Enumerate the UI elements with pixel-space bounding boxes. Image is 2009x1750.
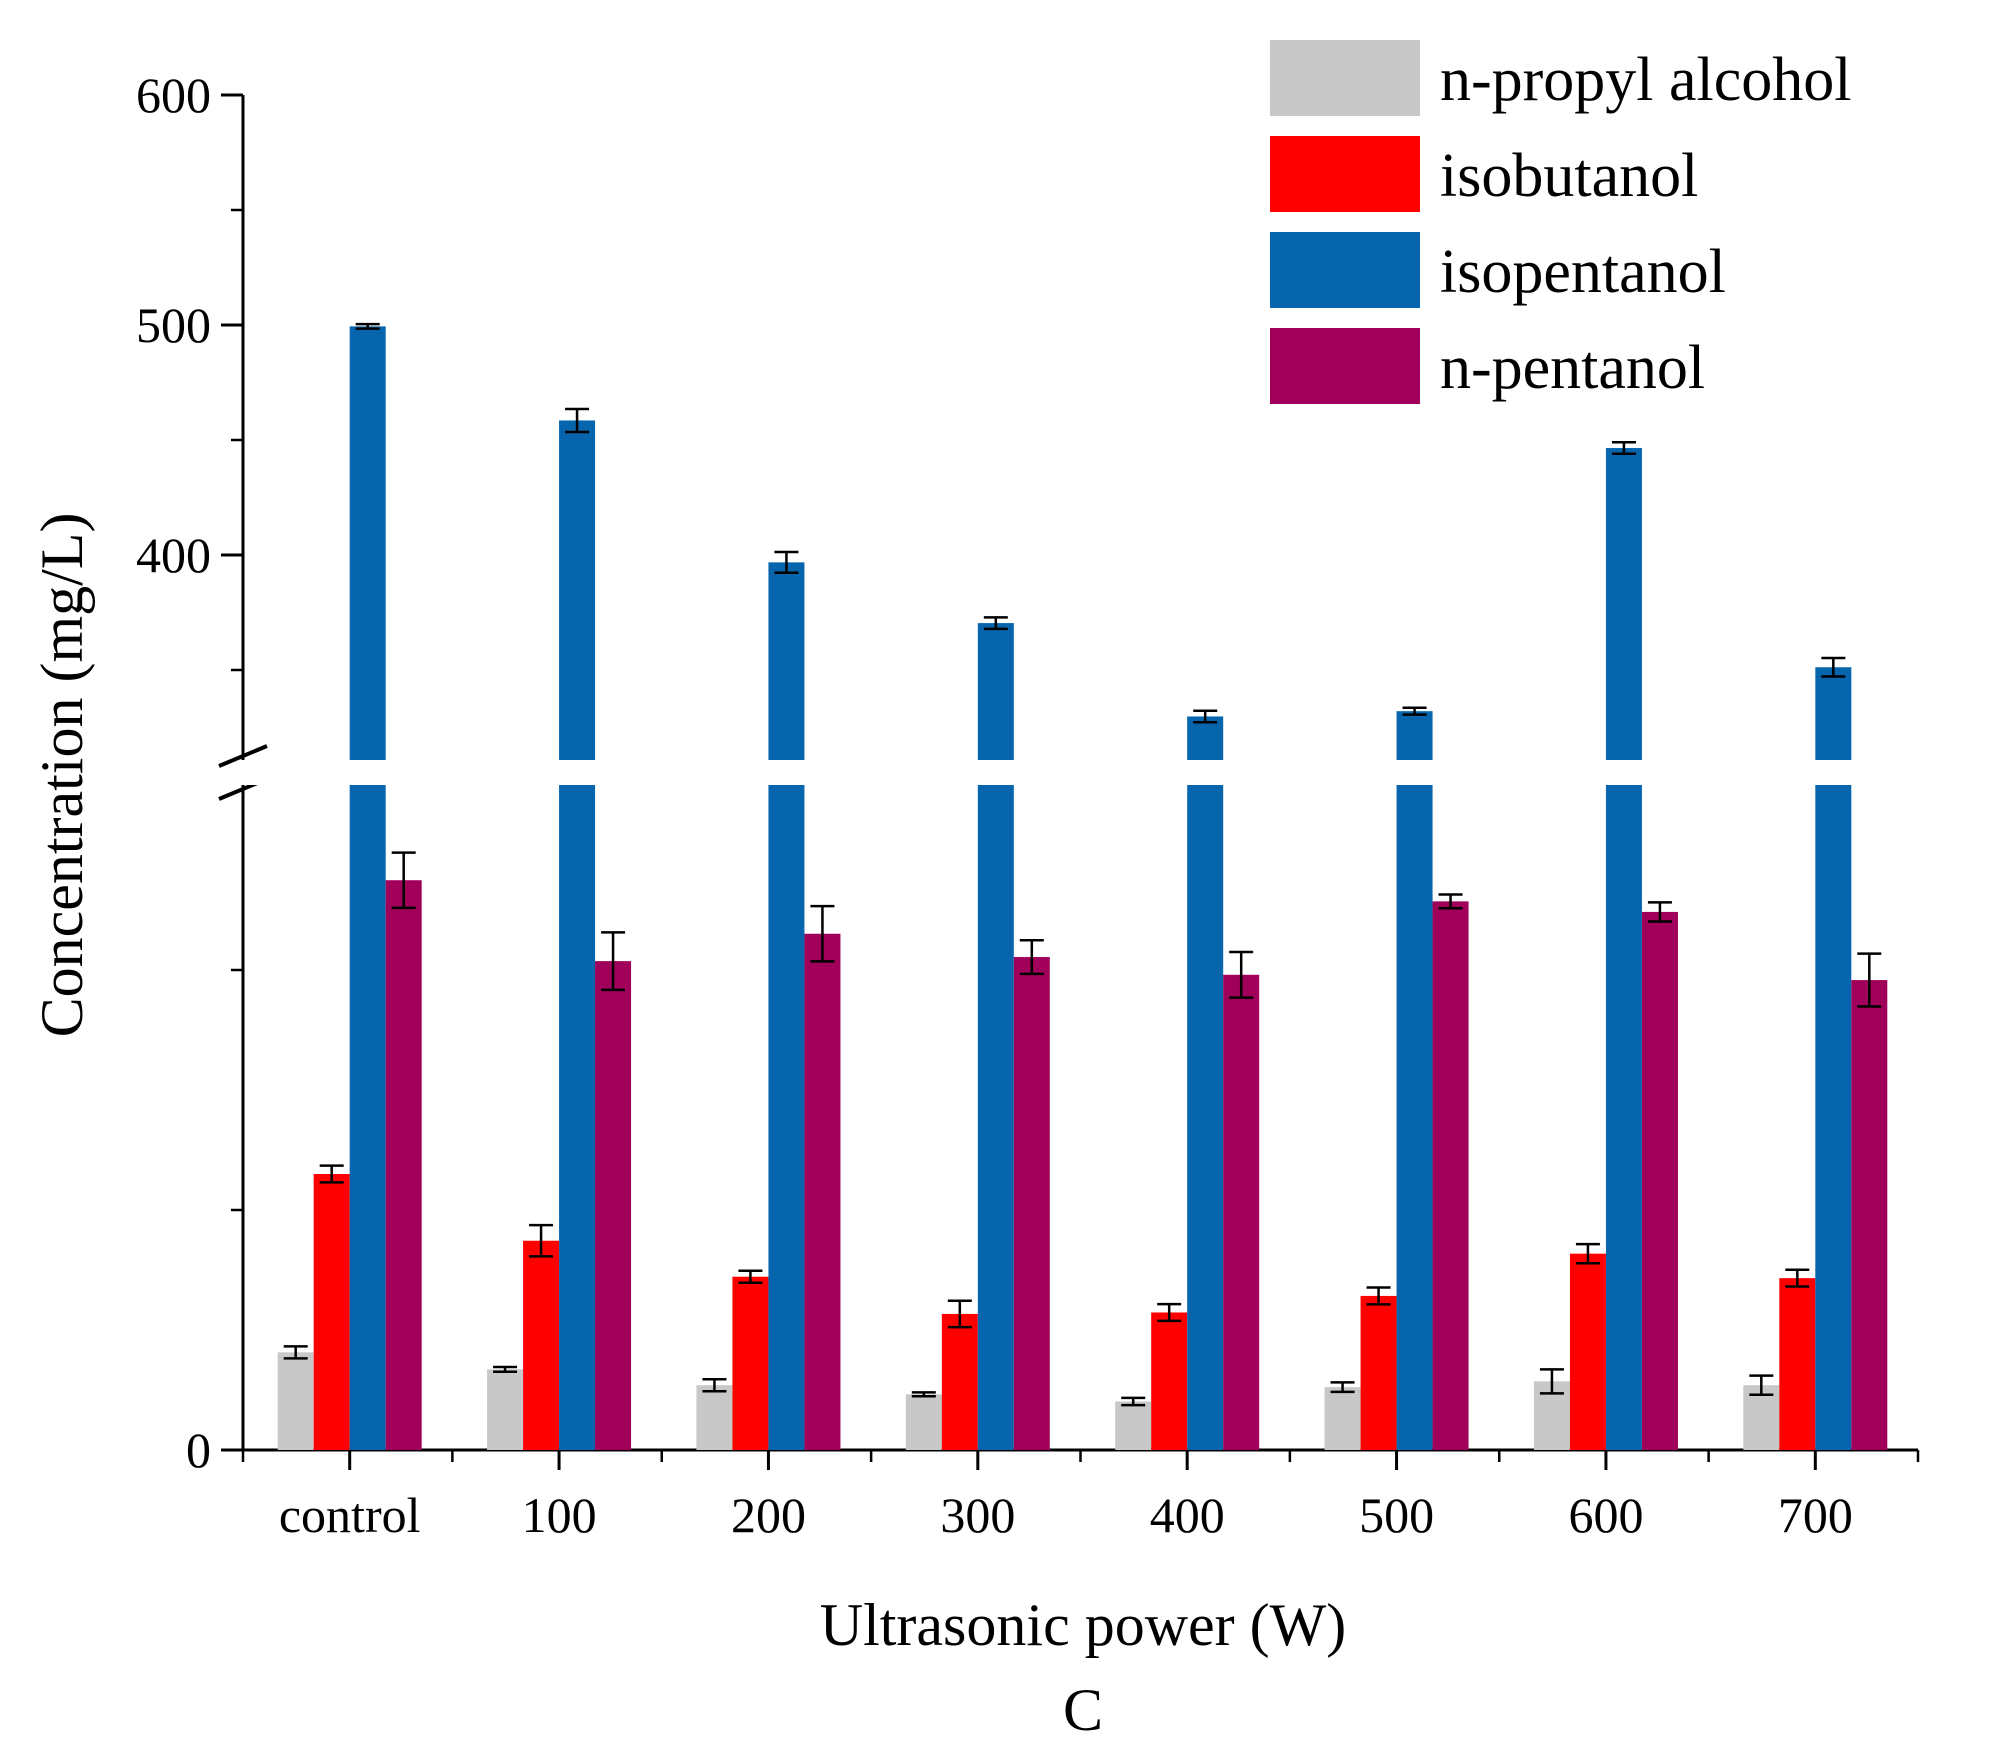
error-bar-n-pentanol-300	[1019, 938, 1044, 976]
bar-isopentanol-700	[1815, 667, 1852, 1450]
error-bar-isobutanol-500	[1366, 1286, 1391, 1306]
y-tick-label-0: 0	[186, 1422, 211, 1478]
error-bar-n-pentanol-400	[1229, 950, 1254, 999]
y-tick-label-600: 600	[136, 67, 211, 123]
bar-n-pentanol-100	[595, 961, 632, 1450]
bar-n-pentanol-200	[804, 933, 841, 1450]
error-bar-isopentanol-500	[1402, 706, 1427, 716]
bar-isopentanol-600	[1605, 448, 1642, 1450]
error-bar-n-pentanol-control	[391, 851, 416, 910]
legend-label-isobutanol: isobutanol	[1440, 142, 1698, 210]
x-tick-label-500: 500	[1359, 1487, 1434, 1543]
bar-isobutanol-100	[523, 1240, 560, 1450]
error-bar-isobutanol-700	[1785, 1268, 1810, 1288]
error-bar-n-propyl-alcohol-400	[1121, 1396, 1146, 1407]
legend-swatch-isopentanol	[1270, 232, 1420, 308]
x-tick-label-400: 400	[1150, 1487, 1225, 1543]
error-bar-n-pentanol-500	[1438, 893, 1463, 910]
bar-isopentanol-300	[977, 623, 1014, 1450]
error-bar-isobutanol-300	[947, 1299, 972, 1329]
x-tick-label-100: 100	[522, 1487, 597, 1543]
bar-n-propyl-alcohol-500	[1324, 1387, 1361, 1450]
bar-isopentanol-200	[768, 562, 805, 1450]
x-tick-label-control: control	[279, 1487, 421, 1543]
x-tick-label-200: 200	[731, 1487, 806, 1543]
legend-label-n-pentanol: n-pentanol	[1440, 334, 1705, 402]
axis-break-gap	[247, 760, 1922, 785]
error-bars	[283, 322, 1882, 1407]
error-bar-isobutanol-control	[319, 1164, 344, 1184]
bar-n-pentanol-control	[385, 880, 422, 1450]
error-bar-isopentanol-200	[774, 550, 799, 574]
error-bar-isobutanol-400	[1157, 1302, 1182, 1323]
legend-label-isopentanol: isopentanol	[1440, 238, 1726, 306]
bar-n-propyl-alcohol-300	[905, 1394, 942, 1450]
error-bar-n-pentanol-100	[601, 931, 626, 992]
error-bar-isopentanol-700	[1821, 656, 1846, 678]
legend: n-propyl alcohol isobutanol isopentanol n-p…	[1270, 40, 1852, 404]
x-tick-label-700: 700	[1778, 1487, 1853, 1543]
x-axis-title: Ultrasonic power (W)	[820, 1592, 1346, 1658]
bar-n-propyl-alcohol-control	[277, 1352, 314, 1450]
error-bar-n-propyl-alcohol-500	[1330, 1381, 1355, 1394]
error-bar-n-propyl-alcohol-600	[1539, 1368, 1564, 1395]
bar-isobutanol-300	[941, 1313, 978, 1450]
bar-isobutanol-400	[1151, 1312, 1188, 1450]
legend-swatch-n-pentanol	[1270, 328, 1420, 404]
error-bar-n-propyl-alcohol-200	[702, 1377, 727, 1393]
bar-isopentanol-100	[559, 420, 596, 1451]
figure-caption: C	[1063, 1677, 1103, 1743]
error-bar-isopentanol-400	[1193, 709, 1218, 724]
error-bar-n-pentanol-200	[810, 904, 835, 963]
y-axis-title: Concentration (mg/L)	[29, 513, 95, 1038]
bar-n-pentanol-500	[1432, 901, 1469, 1450]
bar-n-propyl-alcohol-100	[487, 1369, 524, 1450]
error-bar-isopentanol-600	[1611, 441, 1636, 456]
y-tick-label-500: 500	[136, 297, 211, 353]
bar-isopentanol-500	[1396, 711, 1433, 1450]
error-bar-isobutanol-100	[529, 1223, 554, 1258]
bar-isobutanol-control	[313, 1174, 350, 1450]
error-bar-n-pentanol-600	[1647, 901, 1672, 923]
bar-n-pentanol-300	[1013, 957, 1050, 1450]
axis-break-mark-top	[218, 744, 268, 768]
bar-isobutanol-500	[1360, 1295, 1397, 1450]
bar-n-pentanol-400	[1223, 974, 1260, 1450]
axis-ticks: 0 400 500 600 control 100 200 300 400 500 600 700	[136, 67, 1920, 1543]
error-bar-n-propyl-alcohol-300	[911, 1391, 936, 1398]
bar-isobutanol-600	[1569, 1253, 1606, 1450]
legend-label-n-propyl-alcohol: n-propyl alcohol	[1440, 46, 1852, 114]
error-bar-n-pentanol-700	[1857, 952, 1882, 1008]
error-bar-isobutanol-600	[1575, 1242, 1600, 1265]
bar-isobutanol-700	[1779, 1278, 1816, 1450]
error-bar-isopentanol-100	[565, 407, 590, 434]
bar-isobutanol-200	[732, 1276, 769, 1450]
error-bar-isobutanol-200	[738, 1269, 763, 1284]
bar-n-propyl-alcohol-200	[696, 1385, 733, 1450]
bar-isopentanol-400	[1187, 716, 1224, 1450]
legend-swatch-n-propyl-alcohol	[1270, 40, 1420, 116]
bar-n-propyl-alcohol-400	[1115, 1401, 1152, 1450]
x-tick-label-600: 600	[1568, 1487, 1643, 1543]
bar-isopentanol-control	[349, 326, 386, 1450]
bar-n-pentanol-600	[1641, 911, 1678, 1450]
bar-n-pentanol-700	[1851, 980, 1888, 1450]
x-tick-label-300: 300	[940, 1487, 1015, 1543]
error-bar-n-propyl-alcohol-100	[493, 1365, 518, 1374]
legend-swatch-isobutanol	[1270, 136, 1420, 212]
error-bar-isopentanol-300	[983, 616, 1008, 631]
bars	[247, 326, 1922, 1451]
y-tick-label-400: 400	[136, 527, 211, 583]
error-bar-n-propyl-alcohol-700	[1749, 1374, 1774, 1397]
error-bar-n-propyl-alcohol-control	[283, 1345, 308, 1360]
error-bar-isopentanol-control	[355, 322, 380, 330]
